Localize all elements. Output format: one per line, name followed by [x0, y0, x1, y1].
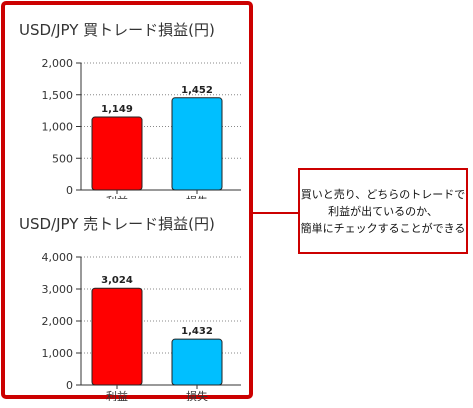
- bar-loss: [171, 338, 223, 386]
- callout-line-3: 簡単にチェックすることができる: [300, 221, 466, 235]
- bar-profit: [91, 116, 143, 191]
- y-tick-label: 1,000: [42, 347, 74, 360]
- x-tick-label: 損失: [186, 389, 208, 401]
- data-label: 1,452: [181, 85, 213, 96]
- bar-profit: [91, 287, 143, 386]
- callout-connector: [253, 212, 298, 214]
- y-tick-label: 0: [66, 379, 73, 392]
- y-tick-label: 500: [52, 152, 73, 165]
- bar-loss: [171, 97, 223, 191]
- callout-line-1: 買いと売り、どちらのトレードで: [300, 187, 466, 201]
- callout-box: 買いと売り、どちらのトレードで 利益が出ているのか、 簡単にチェックすることがで…: [298, 168, 468, 254]
- callout-line-2: 利益が出ているのか、: [328, 204, 438, 218]
- data-label: 1,432: [181, 326, 213, 337]
- y-tick-label: 1,500: [42, 89, 74, 102]
- chart-2-title: USD/JPY 売トレード損益(円): [19, 215, 215, 233]
- data-label: 3,024: [101, 275, 133, 286]
- charts-panel: USD/JPY 買トレード損益(円) 0 500 1,000 1,500 2,000 1,…: [1, 1, 253, 401]
- chart-1-plot: 0 500 1,000 1,500 2,000 1,149 利益 1,452 損失: [42, 57, 241, 199]
- x-tick-label: 損失: [186, 194, 208, 199]
- y-tick-label: 0: [66, 184, 73, 197]
- x-tick-label: 利益: [106, 194, 128, 199]
- x-tick-label: 利益: [106, 389, 128, 401]
- chart-2-plot: 0 1,000 2,000 3,000 4,000 3,024 利益 1,432 損失: [42, 251, 241, 401]
- data-label: 1,149: [101, 104, 133, 115]
- y-tick-label: 2,000: [42, 315, 74, 328]
- chart-1-title: USD/JPY 買トレード損益(円): [19, 21, 215, 39]
- y-tick-label: 2,000: [42, 57, 74, 70]
- y-tick-label: 3,000: [42, 283, 74, 296]
- y-tick-label: 1,000: [42, 121, 74, 134]
- y-tick-label: 4,000: [42, 251, 74, 264]
